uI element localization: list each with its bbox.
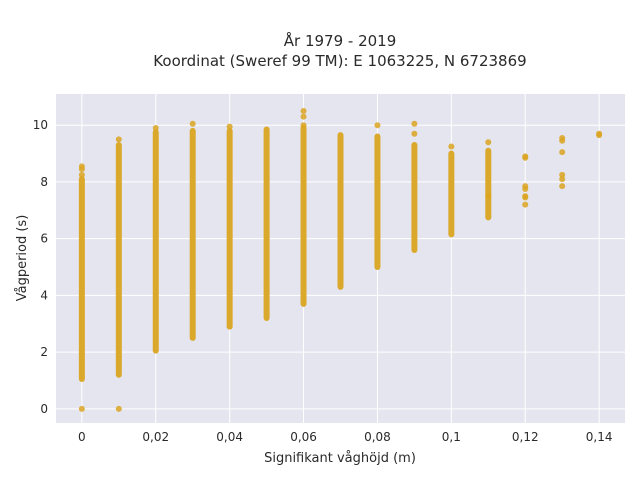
data-point bbox=[374, 122, 381, 129]
data-point bbox=[448, 143, 455, 150]
data-point bbox=[522, 194, 529, 201]
y-axis-ticks: 0 2 4 6 8 10 bbox=[33, 118, 48, 416]
x-tick-label: 0,12 bbox=[512, 430, 539, 444]
data-point bbox=[115, 405, 122, 412]
y-axis-label: Vågperiod (s) bbox=[15, 215, 30, 302]
data-point bbox=[485, 139, 492, 146]
data-point bbox=[152, 125, 159, 132]
chart-subtitle: Koordinat (Sweref 99 TM): E 1063225, N 6… bbox=[153, 52, 526, 70]
data-point bbox=[300, 113, 307, 120]
x-axis-label: Signifikant våghöjd (m) bbox=[264, 451, 416, 466]
data-point bbox=[115, 136, 122, 143]
data-point bbox=[300, 108, 307, 115]
data-point bbox=[559, 137, 566, 144]
y-tick-label: 0 bbox=[40, 402, 48, 416]
data-point bbox=[226, 123, 233, 130]
x-tick-label: 0,08 bbox=[364, 430, 391, 444]
data-point bbox=[522, 154, 529, 161]
x-tick-label: 0,1 bbox=[442, 430, 461, 444]
data-point bbox=[559, 149, 566, 156]
data-point bbox=[78, 405, 85, 412]
x-tick-label: 0,04 bbox=[216, 430, 243, 444]
data-point bbox=[78, 171, 85, 178]
data-point bbox=[300, 122, 307, 129]
data-point bbox=[485, 193, 492, 200]
data-point bbox=[522, 186, 529, 193]
y-tick-label: 4 bbox=[40, 288, 48, 302]
data-point bbox=[411, 130, 418, 137]
data-point bbox=[559, 176, 566, 183]
data-point bbox=[559, 183, 566, 190]
y-tick-label: 6 bbox=[40, 232, 48, 246]
x-tick-label: 0 bbox=[78, 430, 86, 444]
data-points bbox=[78, 108, 603, 412]
y-tick-label: 8 bbox=[40, 175, 48, 189]
y-tick-label: 2 bbox=[40, 345, 48, 359]
x-axis-ticks: 0 0,02 0,04 0,06 0,08 0,1 0,12 0,14 bbox=[78, 430, 612, 444]
x-tick-label: 0,06 bbox=[290, 430, 317, 444]
data-point bbox=[189, 120, 196, 127]
data-point bbox=[596, 130, 603, 137]
y-tick-label: 10 bbox=[33, 118, 48, 132]
chart-title: År 1979 - 2019 bbox=[284, 31, 397, 50]
x-tick-label: 0,14 bbox=[586, 430, 613, 444]
x-tick-label: 0,02 bbox=[142, 430, 169, 444]
data-point bbox=[522, 201, 529, 208]
data-point bbox=[559, 171, 566, 178]
data-point bbox=[78, 166, 85, 173]
data-point bbox=[411, 120, 418, 127]
